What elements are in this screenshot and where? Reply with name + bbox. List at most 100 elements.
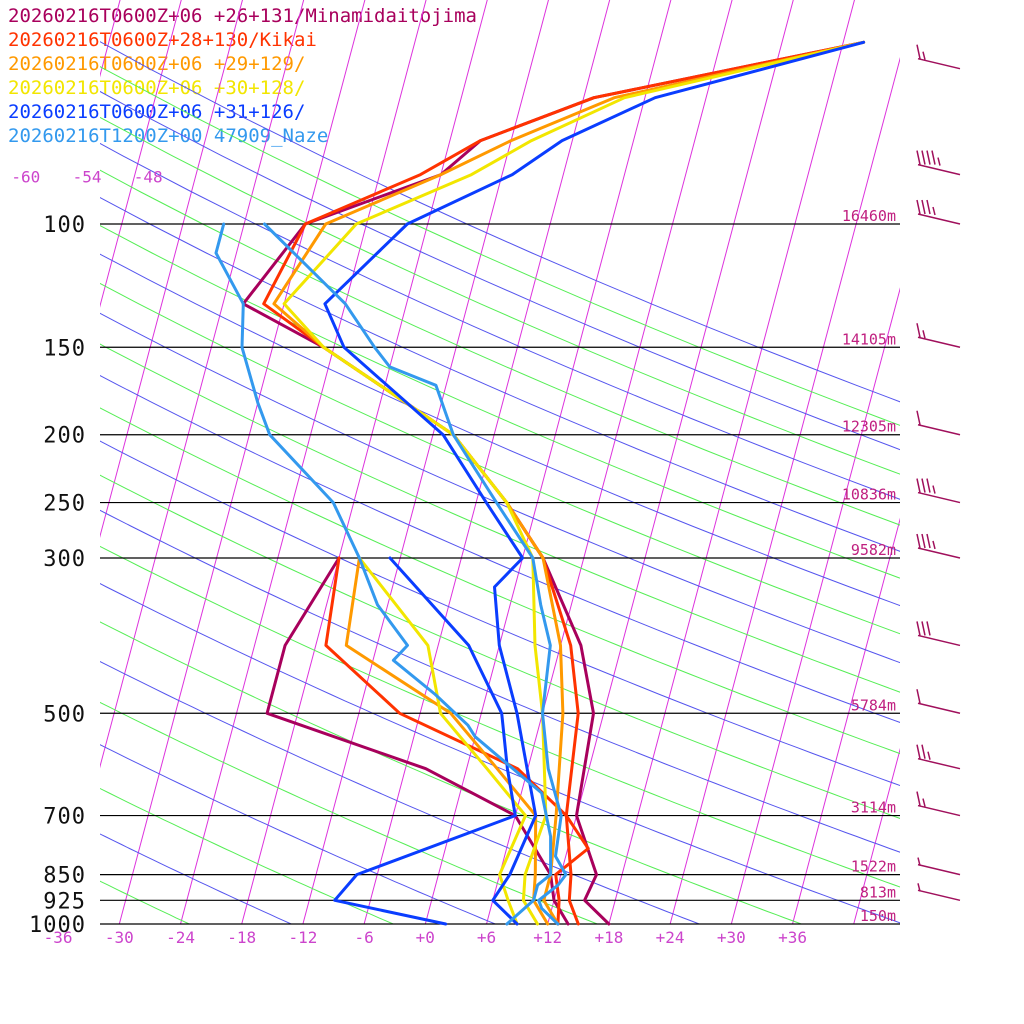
dry-adiabat (100, 90, 900, 451)
wind-barb (916, 791, 961, 817)
dry-adiabat (100, 545, 900, 888)
temperature-tick-label: +12 (533, 928, 562, 947)
wind-barb (916, 533, 961, 559)
isotherm-line (100, 0, 121, 78)
wind-barb (916, 621, 961, 647)
legend-entry: 20260216T0600Z+28+130/Kikai (8, 29, 317, 51)
temperature-tick-label: +6 (477, 928, 496, 947)
dry-adiabat (100, 660, 701, 924)
dry-adiabat (100, 375, 900, 724)
temperature-tick-label: -12 (288, 928, 317, 947)
pressure-tick-label: 925 (43, 889, 86, 914)
isotherm-line (180, 0, 427, 924)
wind-barb (917, 883, 961, 902)
wind-barb (916, 199, 961, 225)
legend-entry: 20260216T0600Z+06 +31+126/ (8, 101, 306, 123)
dewpoint-profile (333, 556, 517, 926)
isotherm-line (547, 0, 794, 924)
height-label: 16460m (842, 207, 896, 225)
wind-barb (916, 323, 961, 348)
temperature-tick-label: -18 (227, 928, 256, 947)
dewpoint-profile (214, 222, 553, 926)
pressure-tick-label: 100 (43, 213, 86, 238)
temperature-profile (323, 40, 866, 926)
wind-barb (916, 410, 961, 436)
pressure-tick-label: 850 (43, 864, 86, 889)
dry-adiabat (100, 282, 900, 635)
isotherm-line (976, 0, 1024, 924)
dry-adiabat (100, 253, 900, 607)
temperature-profile (282, 40, 866, 926)
upper-isotherm-label: -48 (134, 168, 163, 187)
isotherm-line (608, 0, 855, 924)
isotherm-line (792, 517, 900, 924)
legend-entry: 20260216T0600Z+06 +26+131/Minamidaitojim… (8, 5, 477, 27)
temperature-profile (263, 222, 568, 926)
temperature-tick-label: -36 (44, 928, 73, 947)
dry-adiabat (100, 474, 900, 819)
legend-entry: 20260216T0600Z+06 +30+128/ (8, 77, 306, 99)
dry-adiabat (100, 312, 900, 664)
dry-adiabat (100, 343, 900, 693)
isotherm-line (424, 0, 672, 924)
height-label: 14105m (842, 330, 896, 348)
wind-barb (916, 689, 961, 715)
isotherm-line (730, 287, 900, 924)
temperature-tick-label: -30 (105, 928, 134, 947)
pressure-tick-label: 150 (43, 336, 86, 361)
pressure-tick-label: 500 (43, 702, 86, 727)
dewpoint-profile (324, 556, 590, 926)
wind-barb (916, 150, 961, 176)
wind-barb (916, 44, 961, 70)
dry-adiabat (100, 621, 803, 924)
height-label: 3114m (851, 799, 896, 817)
dewpoint-profile (265, 556, 570, 926)
temperature-tick-label: +36 (778, 928, 807, 947)
temperature-tick-label: -6 (354, 928, 373, 947)
height-label: 813m (860, 883, 896, 901)
dry-adiabat (100, 880, 191, 924)
height-label: 9582m (851, 541, 896, 559)
legend-entry: 20260216T0600Z+06 +29+129/ (8, 53, 306, 75)
temperature-tick-label: +24 (656, 928, 685, 947)
dry-adiabat (100, 509, 900, 853)
height-label: 150m (860, 907, 896, 925)
height-label: 12305m (842, 418, 896, 436)
dry-adiabat (100, 116, 900, 475)
height-label: 1522m (851, 858, 896, 876)
wind-barb (916, 744, 961, 770)
wind-barb (917, 857, 961, 876)
dry-adiabat (100, 407, 900, 755)
isotherm-line (915, 0, 1024, 924)
temperature-tick-label: +0 (416, 928, 435, 947)
pressure-tick-label: 700 (43, 805, 86, 830)
dry-adiabat (100, 225, 900, 579)
isotherm-line (0, 0, 12, 924)
isotherm-line (853, 747, 900, 924)
wind-barb (916, 478, 961, 504)
isotherm-line (0, 0, 73, 924)
dry-adiabat (100, 197, 900, 552)
dry-adiabat (100, 833, 293, 924)
height-label: 5784m (851, 696, 896, 714)
temperature-tick-label: +30 (717, 928, 746, 947)
upper-isotherm-label: -60 (11, 168, 40, 187)
isotherm-line (486, 0, 733, 924)
pressure-tick-label: 250 (43, 492, 86, 517)
isotherm-line (118, 0, 366, 924)
dry-adiabat (100, 744, 497, 924)
pressure-tick-label: 200 (43, 424, 86, 449)
dry-adiabat (100, 440, 900, 787)
dewpoint-profile (357, 556, 527, 926)
pressure-tick-label: 300 (43, 547, 86, 572)
isotherm-line (363, 0, 611, 924)
isotherm-line (241, 0, 488, 924)
upper-isotherm-label: -54 (73, 168, 102, 187)
dry-adiabat (100, 583, 900, 924)
temperature-tick-label: -24 (166, 928, 195, 947)
dry-adiabat (100, 169, 900, 526)
dry-adiabat (100, 701, 599, 924)
dry-adiabat (100, 142, 900, 500)
legend: 20260216T0600Z+06 +26+131/Minamidaitojim… (8, 4, 477, 148)
